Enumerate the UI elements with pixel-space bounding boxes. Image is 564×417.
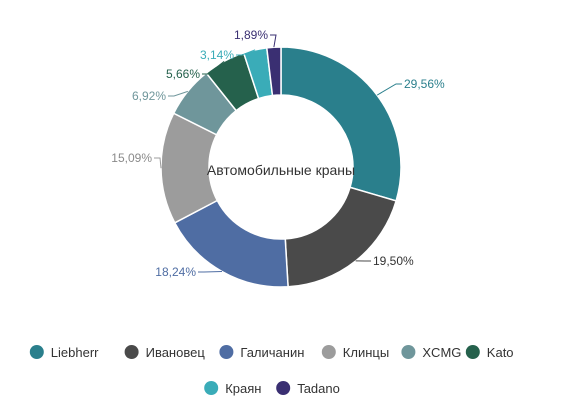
percent-label-tadano: 1,89%: [234, 28, 268, 42]
legend-label-клинцы: Клинцы: [343, 345, 389, 360]
slice-liebherr: [280, 46, 402, 202]
leader-line-xcmg: [168, 90, 188, 97]
percent-label-клинцы: 15,09%: [111, 151, 152, 165]
leader-line-клинцы: [154, 157, 162, 169]
leader-line-tadano: [270, 34, 277, 48]
legend-label-liebherr: Liebherr: [51, 345, 99, 360]
legend-item-tadano: Tadano: [276, 381, 340, 396]
percent-label-краян: 3,14%: [200, 48, 234, 62]
percent-label-liebherr: 29,56%: [404, 77, 445, 91]
legend-marker-краян: [204, 381, 219, 395]
percent-label-xcmg: 6,92%: [132, 89, 166, 103]
legend-label-ивановец: Ивановец: [146, 345, 206, 360]
percent-label-галичанин: 18,24%: [155, 265, 196, 279]
legend-marker-клинцы: [321, 345, 336, 359]
legend-item-галичанин: Галичанин: [219, 345, 304, 360]
percent-label-ивановец: 19,50%: [373, 254, 414, 268]
percent-label-kato: 5,66%: [166, 67, 200, 81]
leader-line-краян: [236, 49, 256, 56]
legend-item-ивановец: Ивановец: [124, 345, 206, 360]
slice-tadano: [265, 46, 282, 97]
slice-ивановец: [284, 186, 398, 288]
legend-label-краян: Краян: [225, 381, 261, 396]
legend-item-xcmg: XCMG: [401, 345, 461, 360]
leader-line-liebherr: [376, 83, 402, 96]
leader-lines-group: [154, 34, 402, 273]
legend-item-kato: Kato: [465, 345, 514, 360]
legend-item-клинцы: Клинцы: [321, 345, 389, 360]
legend-item-краян: Краян: [204, 381, 261, 396]
legend-marker-галичанин: [219, 345, 234, 359]
legend-marker-kato: [465, 345, 480, 359]
leader-line-kato: [202, 60, 225, 75]
legend-marker-ивановец: [124, 345, 139, 359]
center-label: Автомобильные краны: [207, 162, 355, 178]
slices-group: [160, 46, 402, 288]
legend: Liebherr Ивановец Галичанин Клинцы XCMG Kato К…: [29, 345, 514, 396]
legend-label-tadano: Tadano: [297, 381, 340, 396]
leader-line-галичанин: [198, 270, 223, 273]
legend-label-галичанин: Галичанин: [240, 345, 304, 360]
legend-marker-xcmg: [401, 345, 416, 359]
legend-item-liebherr: Liebherr: [29, 345, 99, 360]
percent-labels-group: 29,56% 19,50% 18,24% 15,09% 6,92%5,66%3,14%1…: [111, 28, 445, 279]
legend-label-xcmg: XCMG: [422, 345, 461, 360]
legend-label-kato: Kato: [487, 345, 514, 360]
legend-marker-tadano: [276, 381, 291, 395]
legend-marker-liebherr: [29, 345, 44, 359]
